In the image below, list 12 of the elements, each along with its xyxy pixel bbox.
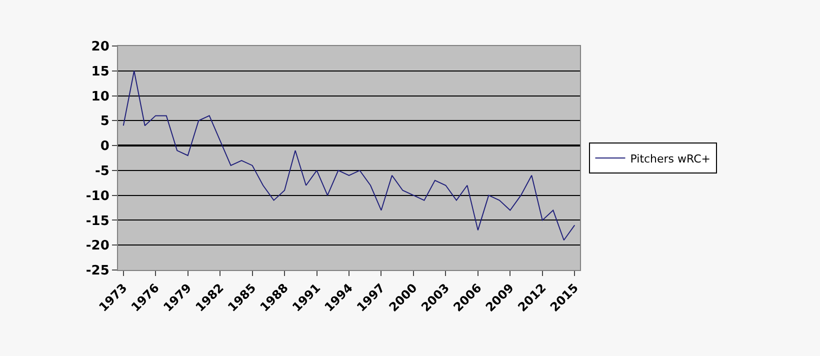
y-tick-label: -25 — [86, 264, 110, 279]
y-tick-label: 0 — [100, 139, 110, 154]
line-series — [122, 70, 576, 241]
y-tick-label: -10 — [86, 188, 110, 204]
y-tick-label: -15 — [86, 214, 110, 229]
y-tick-label: -20 — [86, 238, 110, 254]
y-tick-label: 15 — [91, 64, 110, 80]
legend-label: Pitchers wRC+ — [630, 152, 711, 166]
y-tick-label: 5 — [100, 114, 110, 130]
y-tick-label: -5 — [94, 164, 110, 179]
y-tick-label: 10 — [91, 89, 110, 104]
y-tick-label: 20 — [91, 40, 110, 55]
